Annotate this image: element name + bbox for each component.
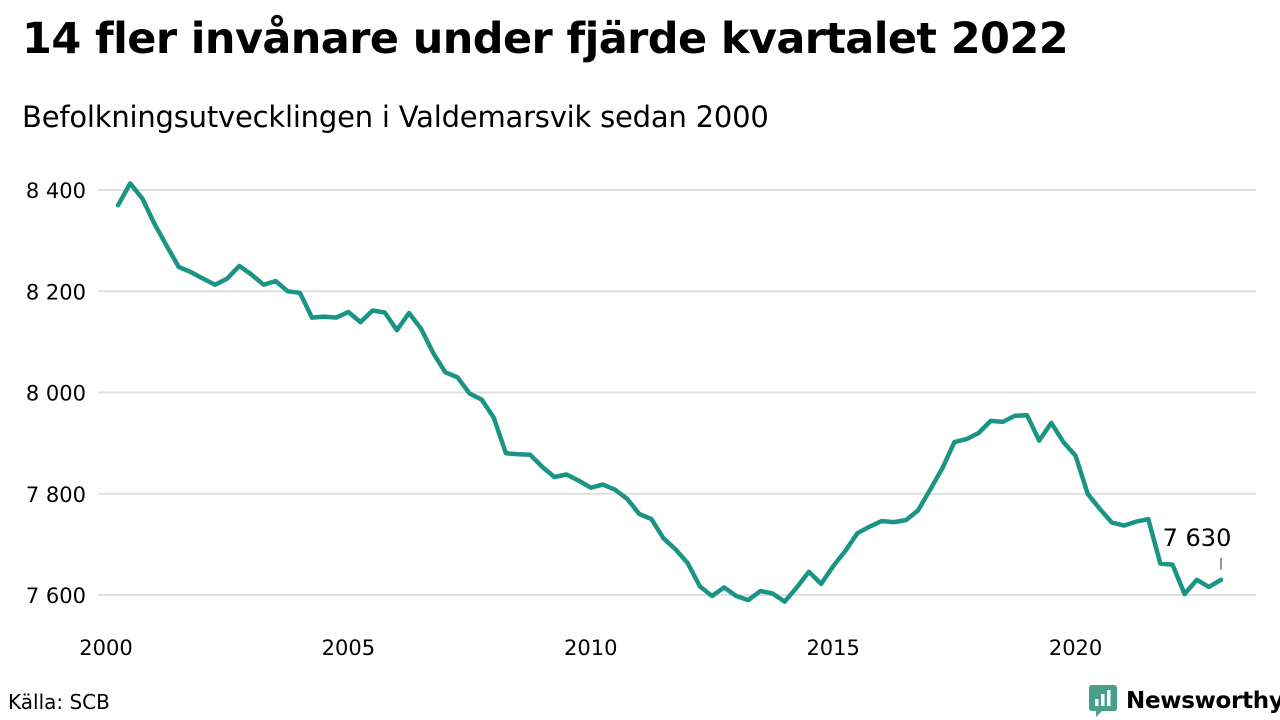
x-axis-tick-labels: 2000 2005 2010 2015 2020 <box>79 636 1102 660</box>
y-axis-tick-labels: 7 600 7 800 8 000 8 200 8 400 <box>26 179 86 608</box>
source-note: Källa: SCB <box>8 690 110 714</box>
x-tick-label: 2015 <box>806 636 859 660</box>
y-tick-label: 7 600 <box>26 584 86 608</box>
newsworthy-chart-bubble-icon <box>1089 685 1117 717</box>
x-tick-label: 2020 <box>1049 636 1102 660</box>
series-line <box>115 181 1224 604</box>
gridlines <box>98 189 1256 596</box>
x-tick-label: 2005 <box>322 636 375 660</box>
chart-title: 14 fler invånare under fjärde kvartalet … <box>22 14 1069 64</box>
series-layer <box>115 181 1224 604</box>
y-tick-label: 8 200 <box>26 280 86 304</box>
end-value-label: 7 630 <box>1163 524 1232 552</box>
annotation-layer: 7 630 <box>1163 524 1232 570</box>
x-tick-label: 2010 <box>564 636 617 660</box>
brand-name: Newsworthy <box>1126 688 1280 714</box>
y-tick-label: 8 400 <box>26 179 86 203</box>
chart-subtitle: Befolkningsutvecklingen i Valdemarsvik s… <box>22 100 769 134</box>
brand-logo: Newsworthy <box>1088 683 1280 719</box>
y-tick-label: 7 800 <box>26 483 86 507</box>
x-tick-label: 2000 <box>79 636 132 660</box>
y-tick-label: 8 000 <box>26 382 86 406</box>
